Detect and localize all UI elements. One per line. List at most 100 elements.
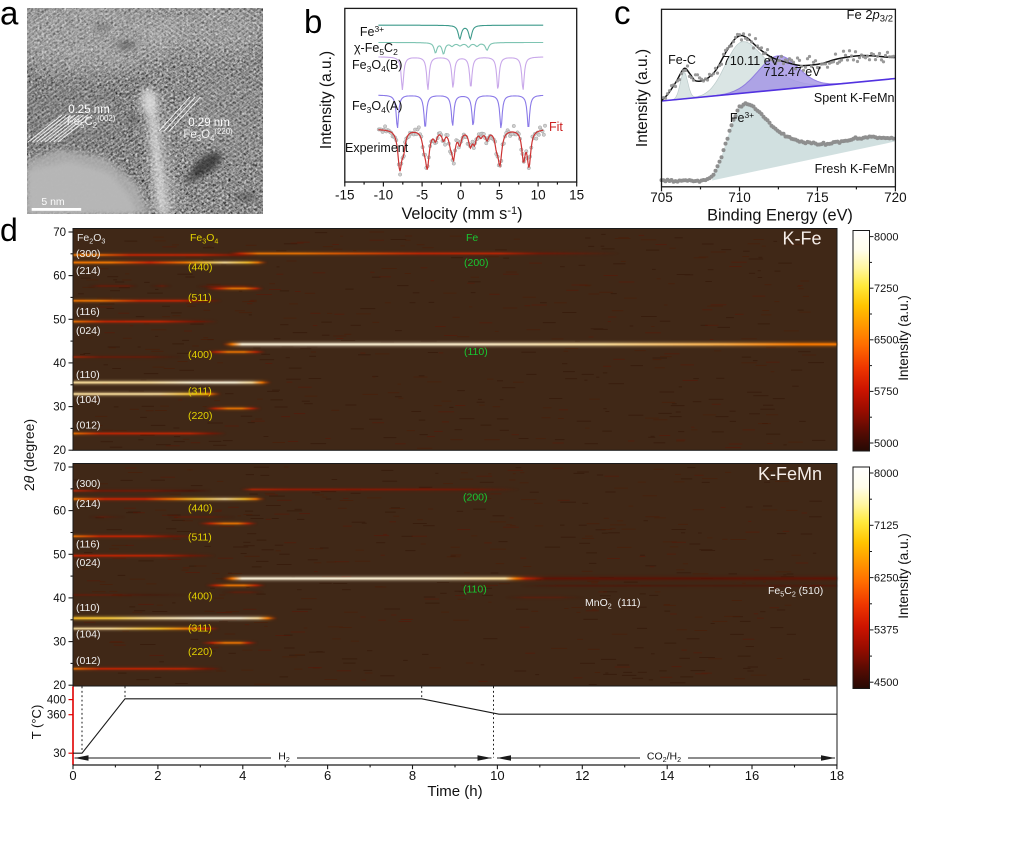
svg-text:Spent K-FeMn: Spent K-FeMn xyxy=(814,91,895,105)
svg-text:(214): (214) xyxy=(76,265,101,277)
svg-text:(024): (024) xyxy=(76,557,101,569)
svg-text:a: a xyxy=(0,0,19,32)
svg-text:(311): (311) xyxy=(188,622,212,634)
svg-text:20: 20 xyxy=(53,680,66,692)
svg-text:(116): (116) xyxy=(76,539,100,551)
svg-text:5750: 5750 xyxy=(874,386,898,398)
svg-text:(440): (440) xyxy=(188,503,213,515)
svg-text:(200): (200) xyxy=(463,492,488,504)
svg-text:Fe5C2 (510): Fe5C2 (510) xyxy=(768,585,823,599)
svg-text:T (°C): T (°C) xyxy=(29,705,44,740)
svg-text:Fe5C2(002): Fe5C2(002) xyxy=(67,114,116,130)
svg-text:712.47 eV: 712.47 eV xyxy=(764,65,822,79)
svg-text:5375: 5375 xyxy=(874,625,898,637)
svg-text:360: 360 xyxy=(47,710,66,722)
svg-text:60: 60 xyxy=(53,506,66,518)
svg-text:-10: -10 xyxy=(374,188,394,203)
svg-text:Binding Energy (eV): Binding Energy (eV) xyxy=(707,207,853,225)
svg-text:0.29 nm: 0.29 nm xyxy=(188,117,230,129)
svg-text:Fe2O3: Fe2O3 xyxy=(77,232,105,246)
svg-text:10: 10 xyxy=(490,768,504,783)
svg-text:(511): (511) xyxy=(188,292,212,304)
svg-text:Fit: Fit xyxy=(549,120,563,134)
svg-text:(110): (110) xyxy=(463,584,487,596)
svg-text:K-Fe: K-Fe xyxy=(782,229,821,249)
svg-text:(400): (400) xyxy=(188,349,213,361)
svg-text:4500: 4500 xyxy=(874,677,898,689)
svg-text:715: 715 xyxy=(806,190,829,205)
svg-text:Fe3O4(B): Fe3O4(B) xyxy=(352,58,402,74)
svg-text:6250: 6250 xyxy=(874,572,898,584)
svg-text:Fe3+: Fe3+ xyxy=(730,110,754,125)
svg-text:30: 30 xyxy=(53,748,66,760)
svg-text:30: 30 xyxy=(53,637,66,649)
svg-text:50: 50 xyxy=(53,549,66,561)
svg-text:7125: 7125 xyxy=(874,520,898,532)
svg-text:0: 0 xyxy=(457,188,465,203)
svg-text:Velocity (mm s-1): Velocity (mm s-1) xyxy=(401,205,522,223)
svg-text:(024): (024) xyxy=(76,325,101,337)
svg-text:0.25 nm: 0.25 nm xyxy=(68,104,110,116)
svg-text:Intensity (a.u.): Intensity (a.u.) xyxy=(318,51,335,149)
svg-text:30: 30 xyxy=(53,402,66,414)
svg-text:-5: -5 xyxy=(416,188,428,203)
svg-text:2: 2 xyxy=(154,768,161,783)
svg-text:d: d xyxy=(0,212,18,248)
svg-text:c: c xyxy=(614,0,631,31)
svg-text:(440): (440) xyxy=(188,262,213,274)
svg-text:4: 4 xyxy=(239,768,246,783)
svg-text:(220): (220) xyxy=(188,646,213,658)
svg-text:6500: 6500 xyxy=(874,335,898,347)
svg-text:Fe-C: Fe-C xyxy=(668,53,696,67)
svg-text:(012): (012) xyxy=(76,655,101,667)
svg-text:0: 0 xyxy=(69,768,76,783)
svg-text:16: 16 xyxy=(745,768,759,783)
svg-text:50: 50 xyxy=(53,314,66,326)
svg-text:Fe3O4(A): Fe3O4(A) xyxy=(352,99,402,115)
svg-text:40: 40 xyxy=(53,593,66,605)
svg-text:6: 6 xyxy=(324,768,331,783)
svg-text:Experiment: Experiment xyxy=(345,141,409,155)
svg-text:(110): (110) xyxy=(76,369,100,381)
svg-text:(511): (511) xyxy=(188,532,212,544)
svg-text:(104): (104) xyxy=(76,628,101,640)
svg-text:(110): (110) xyxy=(76,602,100,614)
svg-text:12: 12 xyxy=(575,768,589,783)
svg-text:b: b xyxy=(304,3,322,40)
svg-text:10: 10 xyxy=(531,188,546,203)
svg-text:Intensity (a.u.): Intensity (a.u.) xyxy=(896,295,911,381)
svg-text:720: 720 xyxy=(884,190,907,205)
svg-text:710: 710 xyxy=(728,190,751,205)
svg-text:(200): (200) xyxy=(464,257,489,269)
svg-text:40: 40 xyxy=(53,358,66,370)
svg-text:-15: -15 xyxy=(335,188,355,203)
svg-text:5: 5 xyxy=(496,188,504,203)
svg-text:Intensity (a.u.): Intensity (a.u.) xyxy=(896,533,911,619)
svg-text:H2: H2 xyxy=(278,751,290,765)
svg-text:60: 60 xyxy=(53,271,66,283)
svg-text:Fe3O4(220): Fe3O4(220) xyxy=(183,127,233,143)
svg-text:8: 8 xyxy=(409,768,416,783)
svg-text:(400): (400) xyxy=(188,590,213,602)
svg-text:Intensity (a.u.): Intensity (a.u.) xyxy=(634,49,651,147)
svg-text:5000: 5000 xyxy=(874,438,898,450)
svg-text:K-FeMn: K-FeMn xyxy=(758,464,822,484)
svg-text:15: 15 xyxy=(569,188,584,203)
svg-text:(104): (104) xyxy=(76,394,101,406)
svg-text:(300): (300) xyxy=(76,478,101,490)
svg-text:(214): (214) xyxy=(76,498,101,510)
svg-text:2θ (degree): 2θ (degree) xyxy=(21,419,37,491)
svg-text:14: 14 xyxy=(660,768,674,783)
svg-text:(116): (116) xyxy=(76,306,100,318)
svg-text:705: 705 xyxy=(650,190,673,205)
svg-text:Fe: Fe xyxy=(466,232,478,244)
svg-text:20: 20 xyxy=(53,445,66,457)
svg-text:Time (h): Time (h) xyxy=(427,783,482,800)
svg-text:18: 18 xyxy=(830,768,844,783)
svg-text:710.11 eV: 710.11 eV xyxy=(723,54,780,68)
svg-text:70: 70 xyxy=(53,227,66,239)
svg-text:70: 70 xyxy=(53,462,66,474)
svg-text:CO2/H2: CO2/H2 xyxy=(647,751,681,765)
svg-text:MnO2 (111): MnO2 (111) xyxy=(585,597,641,611)
svg-text:(110): (110) xyxy=(464,346,488,358)
